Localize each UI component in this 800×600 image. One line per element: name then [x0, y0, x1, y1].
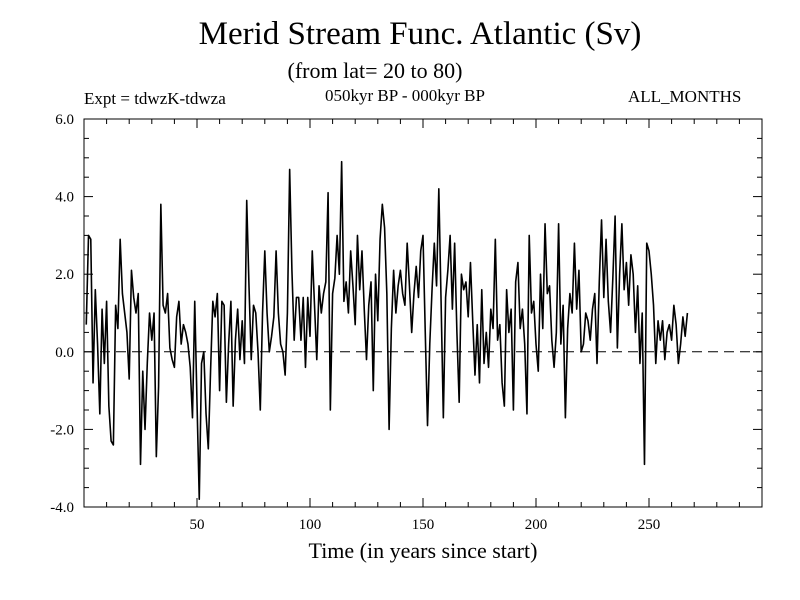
x-tick-label: 50 — [190, 517, 205, 533]
series-line — [85, 160, 689, 501]
period-label: 050kyr BP - 000kyr BP — [325, 86, 485, 105]
tick-labels: 50 100 150 200 250 -4.0 -2.0 0.0 2.0 4.0 6.0 — [50, 112, 660, 533]
x-tick-label: 100 — [299, 517, 322, 533]
y-tick-label: 4.0 — [55, 190, 74, 206]
x-tick-label: 150 — [412, 517, 435, 533]
chart-title: Merid Stream Func. Atlantic (Sv) — [198, 16, 642, 52]
experiment-label: Expt = tdwzK-tdwza — [84, 89, 226, 108]
plot-frame — [83, 118, 763, 508]
axis-ticks — [84, 118, 762, 508]
months-label: ALL_MONTHS — [628, 87, 742, 106]
y-tick-label: -2.0 — [50, 422, 74, 438]
chart-subtitle: (from lat= 20 to 80) — [287, 58, 463, 83]
y-tick-label: 2.0 — [55, 267, 74, 283]
y-tick-label: 0.0 — [55, 345, 74, 361]
x-tick-label: 250 — [638, 517, 661, 533]
x-axis-label: Time (in years since start) — [308, 538, 538, 563]
y-tick-label: 6.0 — [55, 112, 74, 128]
x-tick-label: 200 — [525, 517, 548, 533]
y-tick-label: -4.0 — [50, 500, 74, 516]
